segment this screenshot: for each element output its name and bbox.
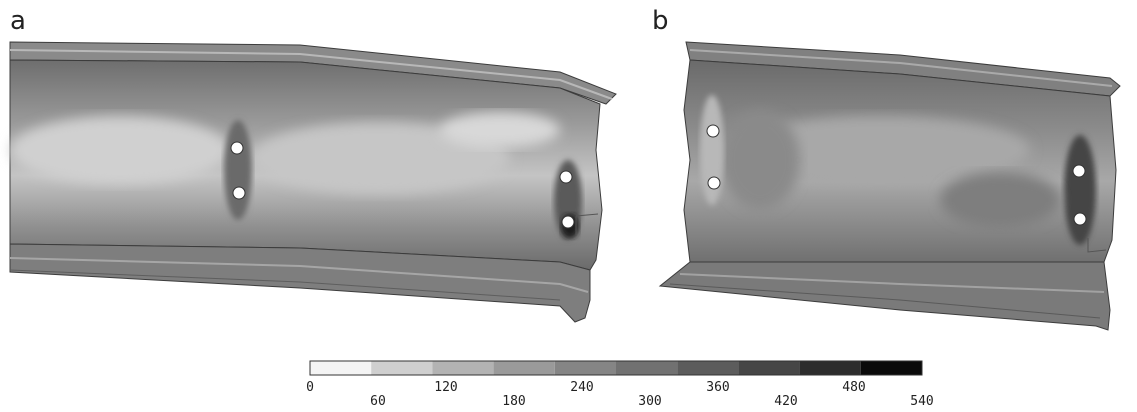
colorbar-segment	[616, 361, 678, 375]
panel-a-model	[9, 41, 617, 323]
colorbar-tick-label: 0	[306, 380, 314, 395]
colorbar-segment	[677, 361, 739, 375]
colorbar-tick-label: 120	[434, 380, 458, 395]
colorbar-segment	[799, 361, 861, 375]
colorbar-segment	[554, 361, 616, 375]
panel-b-model	[658, 41, 1121, 331]
panel-label-a: a	[10, 6, 26, 36]
colorbar-segment	[371, 361, 433, 375]
panel-label-b: b	[652, 6, 669, 36]
colorbar-tick-label: 240	[570, 380, 594, 395]
colorbar-tick-label: 180	[502, 394, 526, 409]
colorbar-tick-label: 300	[638, 394, 662, 409]
colorbar-tick-label: 540	[910, 394, 934, 409]
colorbar-frame	[309, 360, 923, 376]
stress-colorbar	[309, 360, 923, 376]
colorbar-segment	[493, 361, 555, 375]
colorbar-segment	[738, 361, 800, 375]
colorbar-tick-label: 60	[370, 394, 386, 409]
colorbar-tick-label: 420	[774, 394, 798, 409]
colorbar-segment	[860, 361, 922, 375]
colorbar-tick-label: 360	[706, 380, 730, 395]
colorbar-segment	[310, 361, 372, 375]
colorbar-segment	[432, 361, 494, 375]
colorbar-tick-label: 480	[842, 380, 866, 395]
